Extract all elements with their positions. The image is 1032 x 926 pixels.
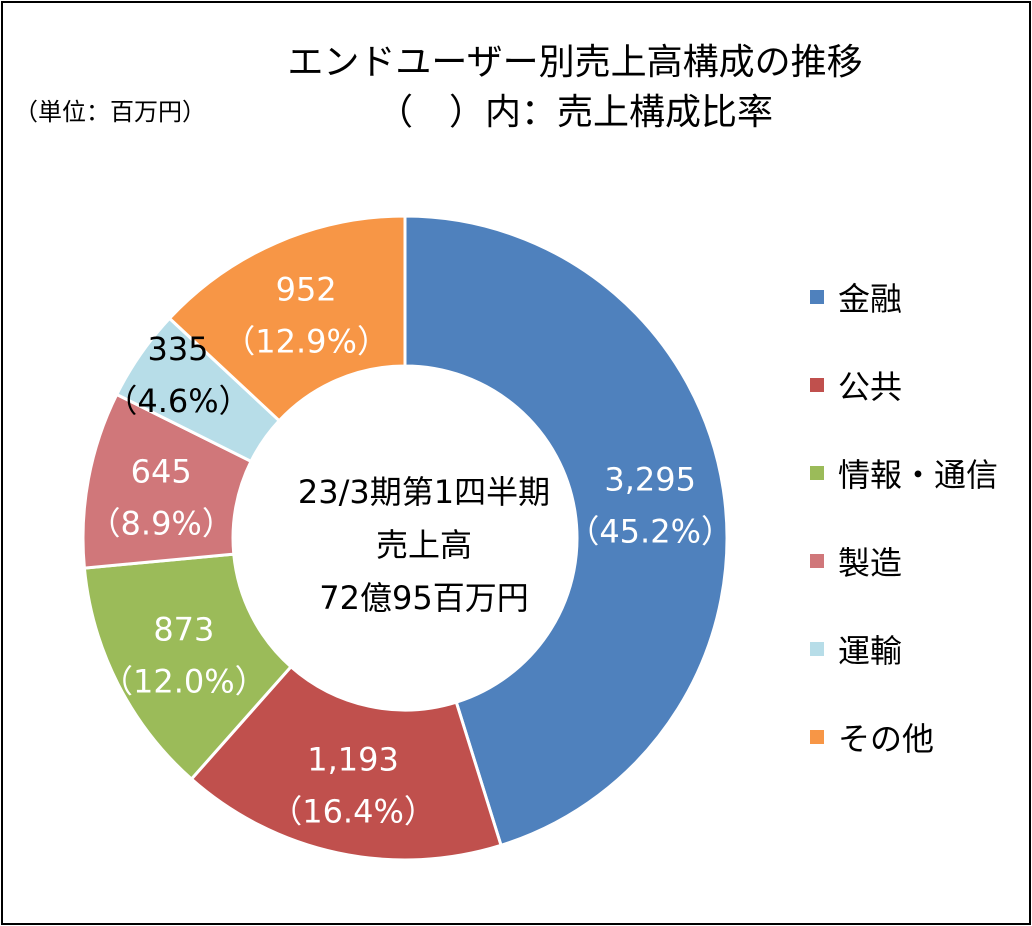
- value-label-1: 3,295: [604, 461, 696, 499]
- percent-label-2: （16.4%）: [270, 792, 436, 830]
- unit-label: （単位：百万円）: [14, 98, 206, 126]
- center-label-line-2: 売上高: [376, 526, 472, 564]
- legend-swatch: [810, 642, 824, 656]
- legend-label: 情報・通信: [838, 456, 999, 494]
- legend-item-6: その他: [810, 693, 998, 781]
- percent-label-3: （12.0%）: [101, 662, 267, 700]
- legend-item-5: 運輸: [810, 605, 998, 693]
- legend-label: 製造: [838, 544, 903, 582]
- title-line-2: （ ）内：売上構成比率: [376, 92, 773, 133]
- value-label-4: 645: [131, 453, 192, 491]
- legend-swatch: [810, 554, 824, 568]
- chart-title: エンドユーザー別売上高構成の推移 （ ）内：売上構成比率: [230, 38, 920, 138]
- legend-item-3: 情報・通信: [810, 429, 998, 517]
- donut-slice-1: [403, 214, 729, 848]
- legend-label: 運輸: [838, 632, 903, 670]
- legend-label: 金融: [838, 280, 903, 318]
- legend-label: 公共: [838, 368, 903, 406]
- legend-swatch: [810, 378, 824, 392]
- legend-item-2: 公共: [810, 341, 998, 429]
- value-label-3: 873: [153, 610, 214, 648]
- donut-slices: [81, 214, 729, 862]
- legend-item-4: 製造: [810, 517, 998, 605]
- title-line-1: エンドユーザー別売上高構成の推移: [287, 42, 863, 83]
- center-label: 23/3期第1四半期 売上高 72億95百万円: [298, 473, 550, 617]
- value-label-2: 1,193: [307, 740, 399, 778]
- value-label-5: 335: [147, 330, 208, 368]
- percent-label-1: （45.2%）: [567, 513, 733, 551]
- legend: 金融公共情報・通信製造運輸その他: [810, 253, 998, 781]
- donut-slice-6: [167, 214, 407, 423]
- donut-slice-2: [189, 664, 503, 862]
- percent-label-4: （8.9%）: [89, 505, 234, 543]
- legend-item-1: 金融: [810, 253, 998, 341]
- value-label-6: 952: [276, 271, 337, 309]
- center-label-line-3: 72億95百万円: [319, 579, 528, 617]
- percent-label-6: （12.9%）: [223, 323, 389, 361]
- legend-swatch: [810, 466, 824, 480]
- legend-swatch: [810, 730, 824, 744]
- legend-swatch: [810, 290, 824, 304]
- legend-label: その他: [838, 720, 935, 758]
- percent-label-5: （4.6%）: [105, 382, 250, 420]
- donut-slice-3: [82, 552, 294, 782]
- slice-labels: 3,295 （45.2%） 1,193 （16.4%） 873 （12.0%） 645 （8.…: [89, 271, 733, 831]
- center-label-line-1: 23/3期第1四半期: [298, 473, 550, 511]
